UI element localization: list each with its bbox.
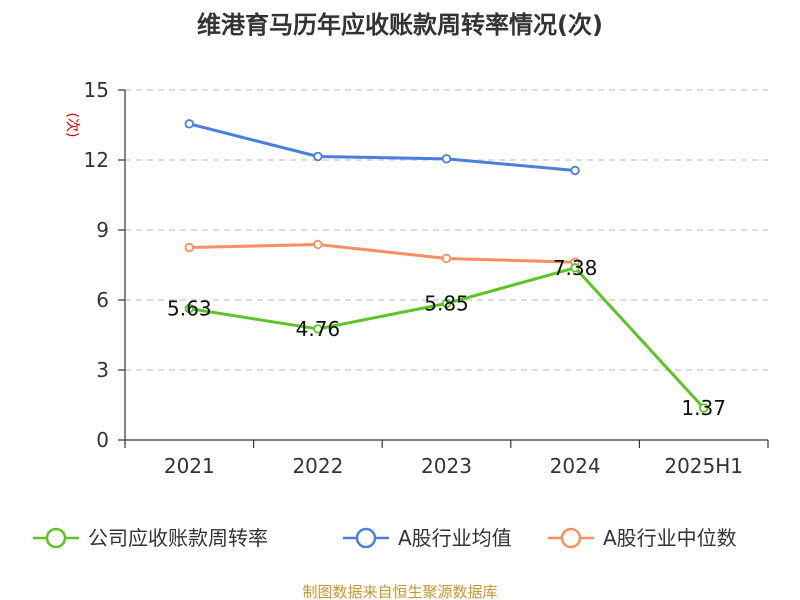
- y-tick-label-0: 0: [96, 428, 109, 452]
- data-label-2022: 4.76: [296, 317, 341, 341]
- chart-title: 维港育马历年应收账款周转率情况(次): [197, 11, 603, 39]
- y-tick-label-6: 6: [96, 288, 109, 312]
- data-point-0-2024: [570, 263, 580, 273]
- y-tick-label-3: 3: [96, 358, 109, 382]
- data-point-0-2023: [441, 298, 452, 309]
- legend-label-0: 公司应收账款周转率: [88, 526, 268, 550]
- y-tick-label-15: 15: [84, 78, 109, 102]
- data-label-2025H1: 1.37: [681, 396, 726, 420]
- legend-label-2: A股行业中位数: [603, 526, 737, 550]
- x-tick-label-2021: 2021: [164, 454, 215, 478]
- data-point-0-2022: [313, 324, 323, 334]
- legend-marker-0: [45, 527, 67, 549]
- data-label-2024: 7.38: [553, 256, 598, 280]
- y-tick-label-9: 9: [96, 218, 109, 242]
- y-axis-unit-label: (次): [64, 113, 80, 138]
- legend-marker-1: [355, 527, 377, 549]
- x-tick-label-2022: 2022: [292, 454, 343, 478]
- data-point-0-2025H1: [699, 403, 709, 413]
- axes: 0 3 6 9 12 15 2021 2022 2023 2024 2025H1: [84, 78, 769, 478]
- legend-marker-2: [560, 527, 582, 549]
- y-tick-label-12: 12: [84, 148, 109, 172]
- data-point-1-2022: [313, 151, 323, 162]
- x-tick-label-2023: 2023: [421, 454, 472, 478]
- data-label-2023: 5.85: [424, 292, 469, 316]
- x-tick-label-2024: 2024: [550, 454, 601, 478]
- data-point-1-2021: [184, 119, 194, 129]
- source-footer: 制图数据来自恒生聚源数据库: [302, 583, 497, 600]
- data-point-1-2024: [570, 165, 580, 176]
- data-point-0-2021: [184, 303, 194, 314]
- series-line-0: [189, 266, 705, 410]
- data-label-2021: 5.63: [167, 297, 212, 321]
- x-tick-label-2025H1: 2025H1: [664, 454, 743, 478]
- legend-label-1: A股行业均值: [398, 526, 512, 550]
- data-point-2-2021: [184, 242, 194, 253]
- data-point-1-2023: [441, 154, 452, 164]
- data-labels: 5.63 4.76 5.85 7.38 1.37: [167, 256, 726, 420]
- series-lines: [184, 119, 709, 413]
- legend: 公司应收账款周转率 A股行业均值 A股行业中位数: [33, 526, 737, 550]
- series-line-2: [189, 242, 576, 264]
- data-point-2-2023: [441, 253, 452, 264]
- data-point-2-2022: [313, 239, 323, 250]
- series-line-1: [188, 122, 576, 172]
